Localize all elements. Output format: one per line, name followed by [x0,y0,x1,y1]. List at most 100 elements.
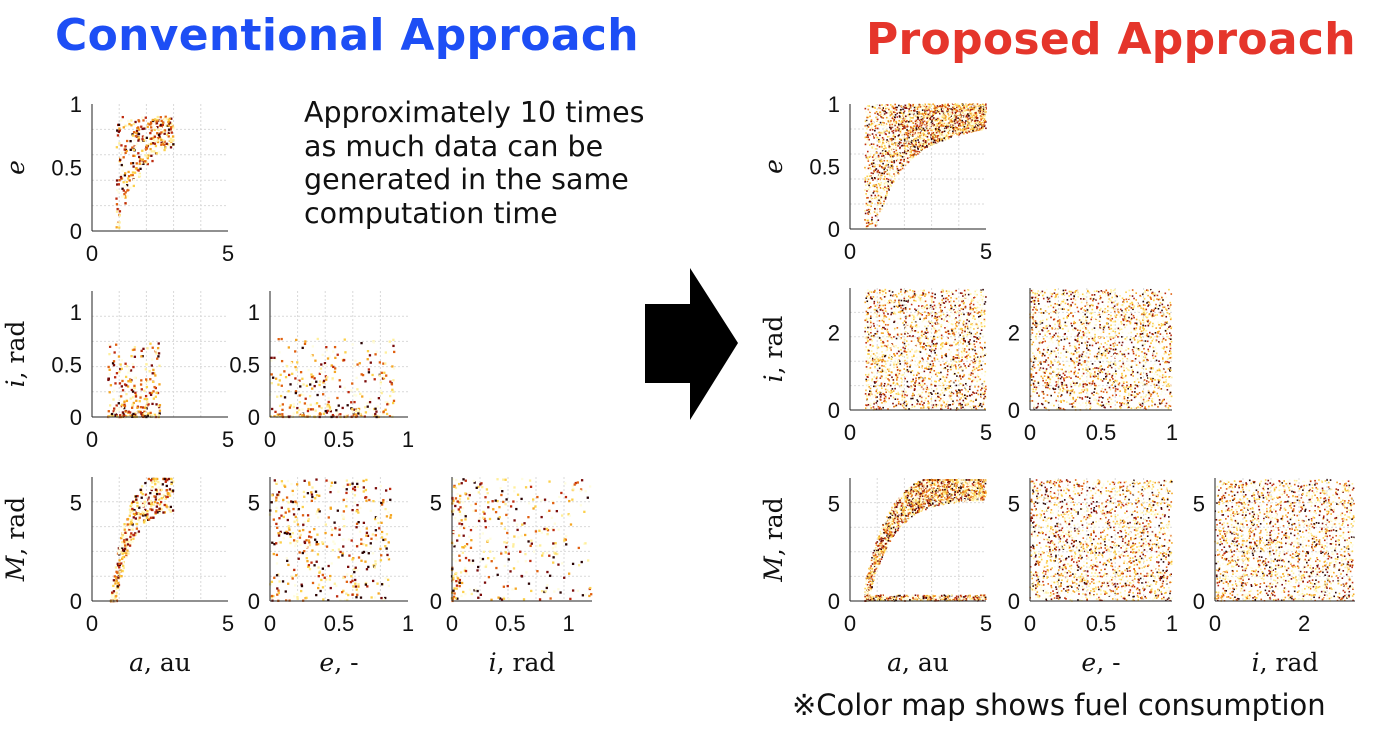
scatter-point [113,407,116,410]
scatter-point [886,182,888,184]
scatter-point [131,348,135,352]
scatter-point [342,485,345,488]
scatter-point [915,150,917,153]
scatter-point [923,107,925,110]
scatter-point [125,399,129,403]
scatter-point [961,111,964,114]
scatter-point [900,123,902,125]
scatter-point [115,343,118,346]
scatter-point [167,131,171,134]
scatter-point [555,509,558,513]
scatter-point [876,186,878,189]
scatter-point [982,103,984,106]
scatter-point [901,121,904,124]
scatter-point [116,562,119,565]
scatter-point [909,146,912,149]
scatter-point [270,580,274,584]
scatter-point [344,351,347,354]
scatter-point [132,154,135,157]
scatter-point [943,118,946,120]
scatter-point [883,142,885,145]
scatter-point [904,150,906,152]
scatter-point [124,145,127,148]
scatter-point [131,133,134,136]
scatter-point [335,409,338,412]
scatter-point [941,121,943,123]
scatter-point [475,486,478,489]
scatter-point [132,512,136,515]
scatter-point [304,397,307,400]
scatter-point [303,342,307,346]
scatter-point [872,162,875,165]
scatter-point [275,496,278,499]
scatter-point [963,107,965,109]
scatter-point [971,128,974,131]
scatter-point [892,115,894,118]
scatter-point [453,587,456,590]
scatter-point [899,132,902,135]
scatter-point [917,153,919,155]
scatter-point [125,384,128,387]
scatter-point [929,125,932,127]
scatter-point [367,565,370,569]
scatter-point [160,497,163,500]
scatter-point [125,530,128,533]
scatter-point [970,129,973,132]
scatter-point [504,503,507,506]
scatter-point [301,377,304,380]
scatter-point [292,507,295,511]
scatter-point [867,153,870,156]
scatter-point [118,226,121,229]
scatter-point [564,538,567,541]
scatter-point [280,337,283,341]
scatter-point [930,120,932,122]
scatter-point [898,115,901,117]
scatter-point [974,109,977,111]
scatter-point [926,135,929,138]
scatter-point [958,118,961,121]
scatter-point [941,139,944,142]
scatter-point [915,115,917,118]
scatter-point [115,188,119,192]
scatter-point [932,131,935,134]
scatter-point [954,118,956,121]
scatter-point [914,123,917,125]
scatter-point [939,120,942,122]
scatter-point [167,121,170,124]
scatter-point [894,116,896,118]
scatter-point [892,134,895,136]
scatter-point [944,119,947,121]
scatter-point [920,135,923,137]
scatter-point [150,129,153,132]
scatter-point [169,146,173,149]
scatter-point [558,495,561,499]
scatter-point [907,121,910,123]
scatter-point [973,110,975,113]
scatter-point [287,563,290,567]
scatter-point [912,112,914,115]
scatter-point [945,127,948,130]
scatter-point [911,138,914,141]
scatter-point [380,530,384,534]
scatter-point [125,392,128,396]
scatter-point [949,113,952,116]
scatter-point [124,151,127,154]
scatter-point [883,178,886,180]
scatter-point [141,514,145,517]
scatter-point [869,111,871,114]
scatter-point [521,523,524,526]
scatter-point [924,113,927,115]
scatter-point [899,147,901,150]
scatter-point [889,148,892,151]
scatter-point [158,507,161,510]
scatter-point [920,146,923,148]
scatter-point [889,184,892,186]
scatter-point [936,142,938,144]
scatter-point [379,547,382,551]
scatter-point [451,580,455,583]
scatter-point [361,551,364,554]
scatter-point [155,352,158,355]
scatter-point [922,111,925,114]
scatter-point [900,138,902,141]
scatter-point [944,123,946,126]
